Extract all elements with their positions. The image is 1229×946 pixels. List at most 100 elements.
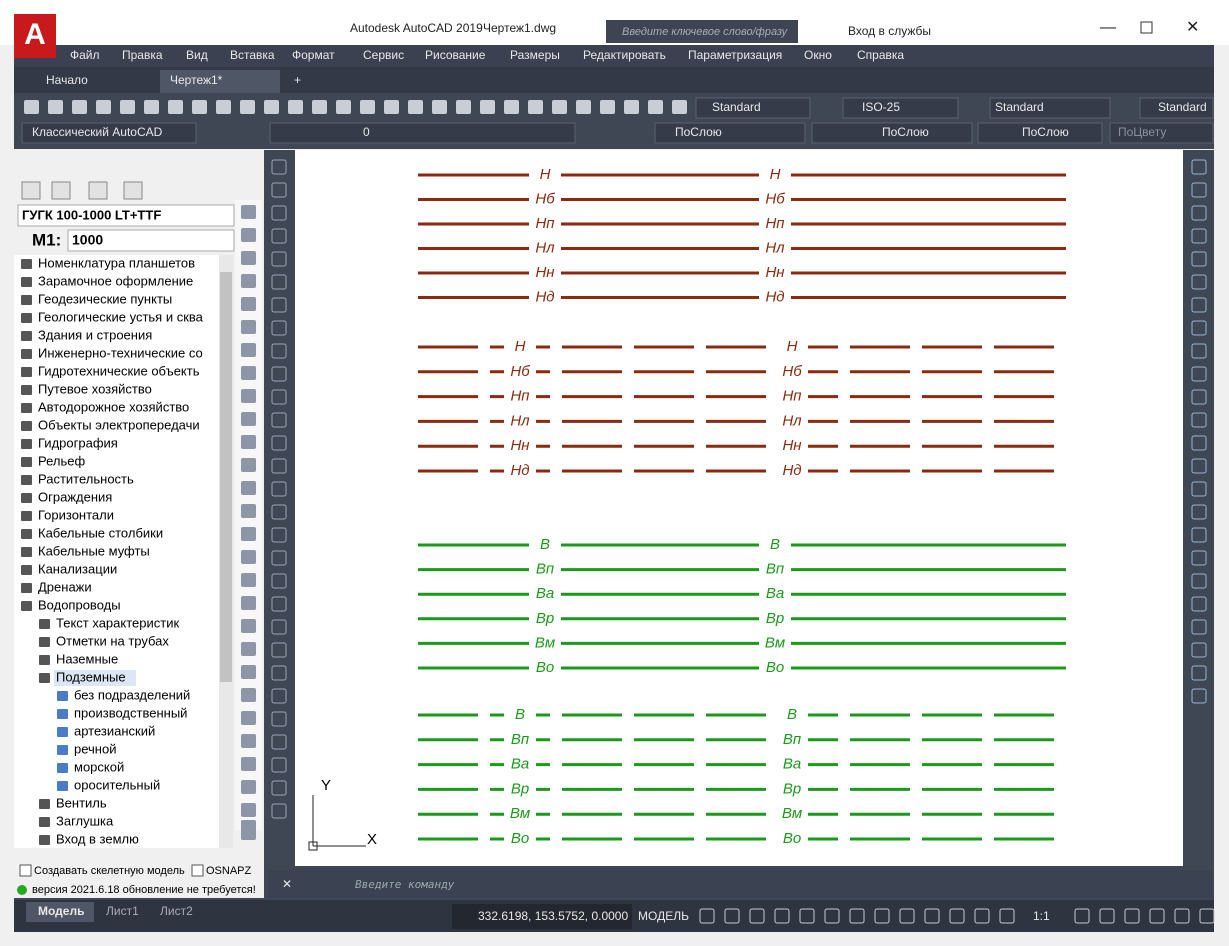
tool-icon[interactable] — [192, 100, 207, 114]
tool-icon[interactable] — [271, 435, 287, 451]
scale-combo[interactable] — [67, 229, 235, 252]
tool-icon[interactable] — [271, 734, 287, 750]
tool-icon[interactable] — [1191, 297, 1207, 313]
tree-item[interactable]: без подразделений — [74, 687, 190, 702]
tree-item[interactable]: Объекты электропередачи — [38, 417, 200, 432]
tool-icon[interactable] — [1191, 389, 1207, 405]
tree-item[interactable]: оросительный — [74, 777, 160, 792]
tool-icon[interactable] — [1191, 366, 1207, 382]
tool-icon[interactable] — [384, 100, 399, 114]
space[interactable]: МОДЕЛЬ — [638, 909, 689, 923]
tool-icon[interactable] — [1191, 481, 1207, 497]
layout-tab[interactable]: Лист2 — [160, 904, 193, 918]
tool-icon[interactable] — [241, 320, 256, 334]
tool-icon[interactable] — [241, 665, 256, 679]
tree-item[interactable]: Заглушка — [56, 813, 114, 828]
menu-item[interactable]: Правка — [122, 48, 163, 62]
tool-icon[interactable] — [1191, 504, 1207, 520]
tree-item[interactable]: Канализации — [38, 561, 117, 576]
tool-icon[interactable] — [456, 100, 471, 114]
tool-icon[interactable] — [1191, 205, 1207, 221]
tree-item[interactable]: Рельеф — [38, 453, 85, 468]
tree-item[interactable]: артезианский — [74, 723, 155, 738]
tool-icon[interactable] — [271, 274, 287, 290]
tree-item[interactable]: Автодорожное хозяйство — [38, 399, 189, 414]
tool-icon[interactable] — [216, 100, 231, 114]
tool-icon[interactable] — [271, 803, 287, 819]
tool-icon[interactable] — [241, 734, 256, 748]
library-combo[interactable] — [17, 204, 235, 227]
tool-icon[interactable] — [360, 100, 375, 114]
tool-icon[interactable] — [600, 100, 615, 114]
tool-icon[interactable] — [241, 274, 256, 288]
combo-box[interactable] — [269, 122, 576, 144]
tool-icon[interactable] — [432, 100, 447, 114]
tool-icon[interactable] — [1191, 527, 1207, 543]
tool-icon[interactable] — [271, 182, 287, 198]
tool-icon[interactable] — [271, 573, 287, 589]
tool-icon[interactable] — [1191, 412, 1207, 428]
status-icon[interactable] — [1149, 908, 1165, 924]
layout-tab[interactable]: Лист1 — [106, 904, 139, 918]
tool-icon[interactable] — [336, 100, 351, 114]
layout-tab[interactable]: Модель — [38, 904, 84, 918]
tree-item[interactable]: речной — [74, 741, 116, 756]
option-label[interactable]: Создавать скелетную модель — [34, 865, 185, 877]
tool-icon[interactable] — [271, 297, 287, 313]
close[interactable]: ✕ — [1186, 19, 1199, 36]
tree-item[interactable]: Текст характеристик — [56, 615, 179, 630]
tree-item[interactable]: Кабельные столбики — [38, 525, 163, 540]
tool-icon[interactable] — [241, 435, 256, 449]
tool-icon[interactable] — [168, 100, 183, 114]
tool-icon[interactable] — [1191, 550, 1207, 566]
status-icon[interactable] — [824, 908, 840, 924]
file-tab[interactable]: Чертеж1* — [170, 73, 223, 87]
menu-item[interactable]: Справка — [857, 48, 904, 62]
tool-icon[interactable] — [271, 550, 287, 566]
tool-icon[interactable] — [241, 780, 256, 794]
tool-icon[interactable] — [241, 297, 256, 311]
tool-icon[interactable] — [1191, 159, 1207, 175]
tree-item[interactable]: Инженерно-технические со — [38, 345, 203, 360]
combo-box[interactable] — [654, 122, 806, 144]
tool-icon[interactable] — [241, 688, 256, 702]
tool-icon[interactable] — [241, 527, 256, 541]
new-tab[interactable]: + — [294, 73, 301, 87]
tool-icon[interactable] — [1191, 596, 1207, 612]
tool-icon[interactable] — [271, 159, 287, 175]
status-icon[interactable] — [774, 908, 790, 924]
panel-tab-icon[interactable] — [51, 181, 71, 200]
tool-icon[interactable] — [528, 100, 543, 114]
tool-icon[interactable] — [96, 100, 111, 114]
combo-box[interactable] — [842, 97, 959, 119]
menu-item[interactable]: Рисование — [425, 48, 486, 62]
status-icon[interactable] — [974, 908, 990, 924]
tree-item[interactable]: Гидрография — [38, 435, 118, 450]
minimize[interactable]: — — [1100, 19, 1116, 36]
tool-icon[interactable] — [241, 343, 256, 357]
menu-item[interactable]: Размеры — [510, 48, 560, 62]
tool-icon[interactable] — [271, 527, 287, 543]
tool-icon[interactable] — [271, 619, 287, 635]
combo-box[interactable] — [811, 122, 973, 144]
tool-icon[interactable] — [24, 100, 39, 114]
tool-icon[interactable] — [1191, 182, 1207, 198]
tool-icon[interactable] — [271, 228, 287, 244]
tool-icon[interactable] — [408, 100, 423, 114]
tree-item[interactable]: Вентиль — [56, 795, 107, 810]
tree-item[interactable]: Подземные — [56, 669, 126, 684]
tool-icon[interactable] — [1191, 458, 1207, 474]
tree-item[interactable]: Дренажи — [38, 579, 92, 594]
tool-icon[interactable] — [271, 389, 287, 405]
status-icon[interactable] — [1074, 908, 1090, 924]
tool-icon[interactable] — [271, 366, 287, 382]
tree-item[interactable]: Геодезические пункты — [38, 291, 172, 306]
tool-icon[interactable] — [241, 228, 256, 242]
scroll-thumb[interactable] — [220, 272, 232, 682]
tool-icon[interactable] — [241, 642, 256, 656]
file-tab[interactable]: Начало — [46, 73, 88, 87]
option-label[interactable]: OSNAPZ — [206, 865, 252, 877]
tool-icon[interactable] — [288, 100, 303, 114]
tool-icon[interactable] — [241, 573, 256, 587]
tool-icon[interactable] — [240, 100, 255, 114]
